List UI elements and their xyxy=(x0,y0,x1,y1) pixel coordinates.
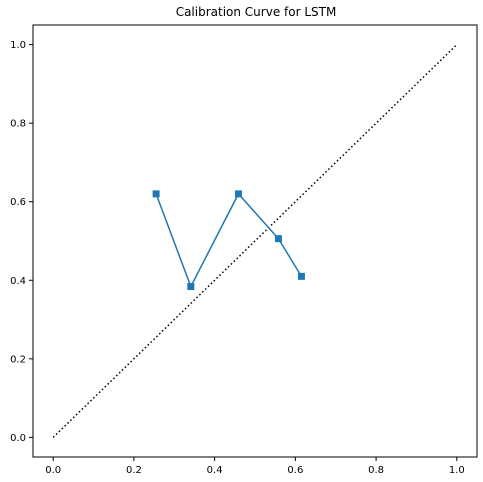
y-tick-label: 0.6 xyxy=(10,197,26,208)
chart-title: Calibration Curve for LSTM xyxy=(176,5,337,19)
x-axis: 0.0 0.2 0.4 0.6 0.8 1.0 xyxy=(45,457,465,476)
x-tick-label: 0.4 xyxy=(207,465,223,476)
y-axis: 0.0 0.2 0.4 0.6 0.8 1.0 xyxy=(10,40,33,444)
reference-line-layer xyxy=(52,44,458,438)
data-point-marker xyxy=(297,272,305,280)
x-tick-label: 0.8 xyxy=(368,465,384,476)
series-layer xyxy=(152,190,305,291)
y-tick-label: 0.4 xyxy=(10,276,26,287)
y-tick-label: 0.2 xyxy=(10,354,26,365)
x-tick-label: 0.0 xyxy=(45,465,61,476)
x-tick-label: 1.0 xyxy=(449,465,465,476)
x-tick-label: 0.6 xyxy=(287,465,303,476)
y-tick-label: 1.0 xyxy=(10,40,26,51)
y-tick-label: 0.8 xyxy=(10,119,26,130)
data-point-marker xyxy=(274,235,282,243)
perfect-calibration-line xyxy=(52,44,458,438)
plot-frame xyxy=(32,24,478,458)
data-point-marker xyxy=(152,190,160,198)
y-tick-label: 0.0 xyxy=(10,433,26,444)
x-tick-label: 0.2 xyxy=(126,465,142,476)
data-point-marker xyxy=(234,190,242,198)
data-point-marker xyxy=(187,283,195,291)
